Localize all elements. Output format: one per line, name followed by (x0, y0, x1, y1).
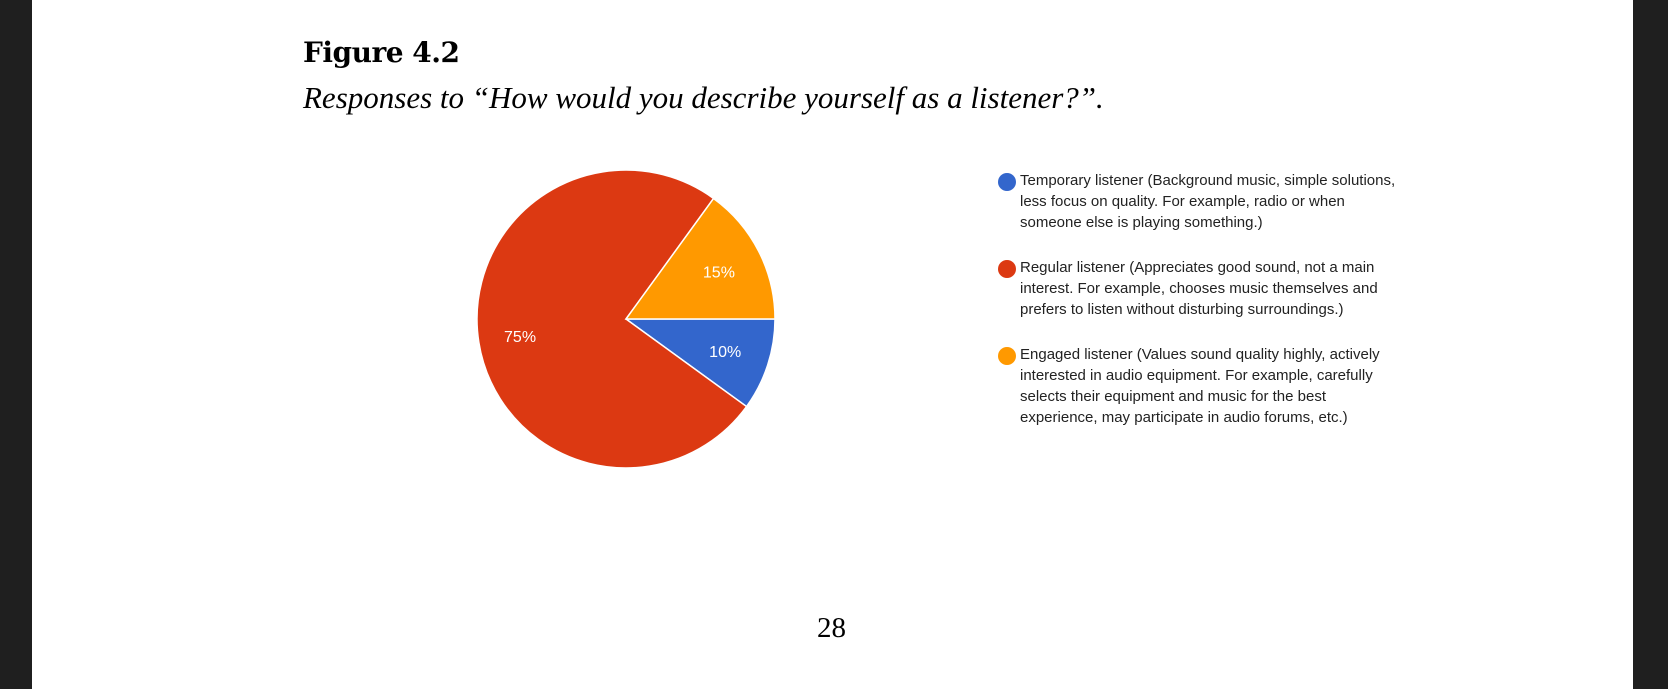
figure-caption: Responses to “How would you describe you… (303, 80, 1104, 115)
page-number: 28 (817, 612, 846, 644)
chart-legend: Temporary listener (Background music, si… (998, 170, 1398, 452)
pie-slice (476, 169, 748, 469)
legend-label: Engaged listener (Values sound quality h… (1020, 346, 1380, 426)
pie-chart: 10% 75% 15% (476, 169, 776, 469)
document-page: Figure 4.2 Responses to “How would you d… (32, 0, 1633, 689)
legend-label: Temporary listener (Background music, si… (1020, 172, 1396, 231)
slice-data-label: 10% (709, 344, 741, 361)
legend-label: Regular listener (Appreciates good sound… (1020, 259, 1378, 318)
slice-data-label: 15% (703, 265, 735, 282)
legend-marker-icon (998, 347, 1016, 365)
pie-slice (624, 197, 776, 320)
legend-marker-icon (998, 260, 1016, 278)
figure-label: Figure 4.2 (303, 36, 460, 69)
legend-item: Regular listener (Appreciates good sound… (998, 257, 1398, 320)
legend-item: Engaged listener (Values sound quality h… (998, 344, 1398, 428)
legend-marker-icon (998, 173, 1016, 191)
legend-item: Temporary listener (Background music, si… (998, 170, 1398, 233)
slice-data-label: 75% (504, 329, 536, 346)
pie-slice (623, 318, 776, 408)
